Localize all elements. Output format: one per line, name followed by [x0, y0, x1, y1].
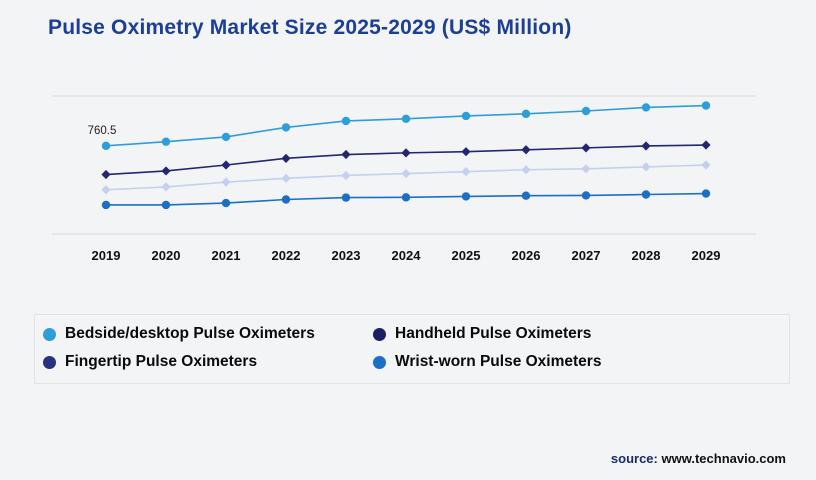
legend-label-wrist: Wrist-worn Pulse Oximeters [395, 353, 602, 370]
svg-text:2028: 2028 [632, 248, 661, 263]
chart-title: Pulse Oximetry Market Size 2025-2029 (US… [48, 16, 572, 39]
legend-dot-bedside-icon [43, 327, 56, 341]
svg-text:2029: 2029 [692, 248, 721, 263]
legend-item-wrist: Wrist-worn Pulse Oximeters [373, 353, 779, 371]
chart-legend: Bedside/desktop Pulse Oximeters Handheld… [34, 314, 790, 384]
svg-text:2027: 2027 [572, 248, 601, 263]
svg-text:2023: 2023 [332, 248, 361, 263]
svg-text:2024: 2024 [392, 248, 422, 263]
legend-dot-fingertip-icon [43, 355, 56, 369]
legend-label-handheld: Handheld Pulse Oximeters [395, 325, 592, 342]
legend-dot-wrist-icon [373, 355, 386, 369]
legend-label-bedside: Bedside/desktop Pulse Oximeters [65, 325, 315, 342]
svg-text:2019: 2019 [92, 248, 121, 263]
svg-text:760.5: 760.5 [88, 125, 117, 137]
legend-item-fingertip: Fingertip Pulse Oximeters [43, 353, 363, 371]
svg-text:2020: 2020 [152, 248, 181, 263]
svg-text:2021: 2021 [212, 248, 241, 263]
chart: 2019 2020 2021 2022 2023 2024 2025 2026 2027 2028… [52, 95, 756, 263]
svg-text:2022: 2022 [272, 248, 301, 263]
source-label: source: [610, 451, 658, 466]
svg-text:2026: 2026 [512, 248, 541, 263]
legend-item-handheld: Handheld Pulse Oximeters [373, 325, 779, 343]
legend-dot-handheld-icon [373, 327, 386, 341]
source-url: www.technavio.com [661, 451, 787, 466]
svg-text:2025: 2025 [452, 248, 481, 263]
source-attribution: source: www.technavio.com [611, 451, 786, 466]
legend-item-bedside: Bedside/desktop Pulse Oximeters [43, 325, 363, 343]
legend-label-fingertip: Fingertip Pulse Oximeters [65, 353, 258, 370]
